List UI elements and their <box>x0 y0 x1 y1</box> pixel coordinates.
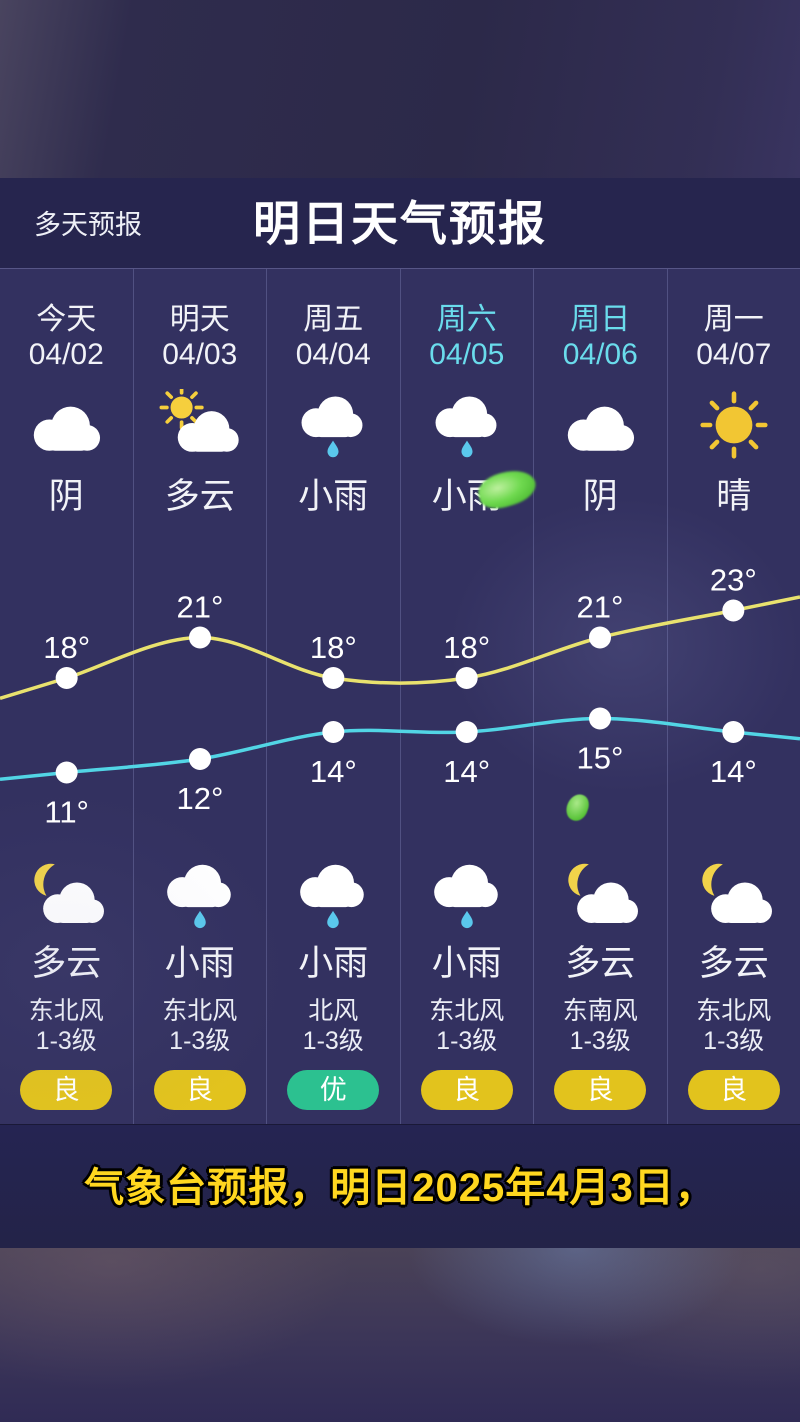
day-weather-icon-slot <box>134 374 267 476</box>
day-weather-icon-slot <box>534 374 667 476</box>
forecast-day-column[interactable]: 周日 04/06 阴 多云 东南风 1-3级 良 <box>534 269 668 1124</box>
aqi-badge: 良 <box>420 1070 513 1110</box>
page-title: 明日天气预报 <box>253 197 547 250</box>
light-rain-icon <box>433 864 498 928</box>
chart-spacer <box>0 520 133 846</box>
light-rain-icon <box>301 396 363 458</box>
night-condition-label: 小雨 <box>431 944 502 983</box>
subtitle-band: 气象台预报，明日2025年4月3日， <box>0 1125 800 1248</box>
day-name-label: 明天 <box>169 303 230 336</box>
day-name-label: 周五 <box>303 303 364 336</box>
day-name-label: 周一 <box>703 303 764 336</box>
forecast-day-column[interactable]: 明天 04/03 多云 小雨 东北风 1-3级 良 <box>134 269 267 1124</box>
day-name-label: 周日 <box>570 303 631 336</box>
wind-level-label: 1-3级 <box>569 1027 631 1055</box>
day-condition-label: 阴 <box>48 477 84 516</box>
forecast-day-column[interactable]: 周一 04/07 晴 多云 东北风 1-3级 良 <box>668 269 800 1124</box>
forecast-day-column[interactable]: 今天 04/02 阴 多云 东北风 1-3级 良 <box>0 269 134 1124</box>
wind-direction-label: 北风 <box>308 997 359 1025</box>
day-date-label: 04/02 <box>28 338 104 371</box>
night-condition-label: 多云 <box>565 944 636 983</box>
wind-direction-label: 东北风 <box>429 997 505 1025</box>
wind-level-label: 1-3级 <box>169 1027 231 1055</box>
wind-direction-label: 东北风 <box>696 997 772 1025</box>
wind-level-label: 1-3级 <box>35 1027 97 1055</box>
cloudy-night-icon <box>702 863 772 923</box>
day-condition-label: 晴 <box>716 477 752 516</box>
night-weather-icon-slot <box>0 846 133 942</box>
forecast-day-column[interactable]: 周五 04/04 小雨 小雨 北风 1-3级 优 <box>267 269 401 1124</box>
wind-direction-label: 东北风 <box>28 997 104 1025</box>
night-condition-label: 小雨 <box>164 944 235 983</box>
cloudy-night-icon <box>568 863 639 923</box>
aqi-badge: 良 <box>687 1070 780 1110</box>
day-date-label: 04/07 <box>696 338 772 371</box>
header-bar: 多天预报 明日天气预报 <box>0 178 800 269</box>
cloudy-day-icon <box>159 389 239 452</box>
wind-level-label: 1-3级 <box>436 1027 498 1055</box>
day-condition-label: 多云 <box>164 477 235 516</box>
light-rain-icon <box>166 864 231 928</box>
sunny-icon <box>700 391 768 459</box>
forecast-panel: 今天 04/02 阴 多云 东北风 1-3级 良 明天 04/03 多云 小雨 … <box>0 268 800 1125</box>
video-background-top <box>0 0 800 178</box>
caption-text: 气象台预报，明日2025年4月3日， <box>84 1166 716 1210</box>
day-weather-icon-slot <box>0 374 133 476</box>
night-weather-icon-slot <box>668 846 800 942</box>
aqi-badge: 良 <box>153 1070 246 1110</box>
night-condition-label: 多云 <box>698 944 769 983</box>
overcast-icon <box>568 406 635 451</box>
night-weather-icon-slot <box>534 846 667 942</box>
light-rain-icon <box>300 864 365 928</box>
wind-direction-label: 东南风 <box>562 997 638 1025</box>
day-name-label: 今天 <box>36 303 97 336</box>
day-weather-icon-slot <box>668 374 800 476</box>
forecast-day-column[interactable]: 周六 04/05 小雨 小雨 东北风 1-3级 良 <box>401 269 534 1124</box>
chart-spacer <box>267 520 400 846</box>
aqi-badge: 良 <box>20 1070 113 1110</box>
wind-level-label: 1-3级 <box>703 1027 765 1055</box>
day-condition-label: 阴 <box>582 477 618 516</box>
day-date-label: 04/03 <box>162 338 238 371</box>
night-weather-icon-slot <box>134 846 267 942</box>
overcast-icon <box>34 406 101 451</box>
chart-spacer <box>134 520 267 846</box>
day-date-label: 04/05 <box>429 338 505 371</box>
chart-spacer <box>534 520 667 846</box>
day-weather-icon-slot <box>401 374 534 476</box>
forecast-columns: 今天 04/02 阴 多云 东北风 1-3级 良 明天 04/03 多云 小雨 … <box>0 269 800 1124</box>
day-weather-icon-slot <box>267 374 400 476</box>
section-tab-multiday[interactable]: 多天预报 <box>34 210 142 240</box>
wind-direction-label: 东北风 <box>162 997 238 1025</box>
video-background-bottom <box>0 1248 800 1422</box>
day-condition-label: 小雨 <box>298 477 369 516</box>
aqi-badge: 良 <box>554 1070 647 1110</box>
day-date-label: 04/04 <box>295 338 371 371</box>
night-condition-label: 多云 <box>31 944 102 983</box>
aqi-badge: 优 <box>287 1070 380 1110</box>
night-condition-label: 小雨 <box>298 944 369 983</box>
day-date-label: 04/06 <box>562 338 638 371</box>
night-weather-icon-slot <box>401 846 534 942</box>
day-name-label: 周六 <box>436 303 497 336</box>
wind-level-label: 1-3级 <box>302 1027 364 1055</box>
chart-spacer <box>668 520 800 846</box>
night-weather-icon-slot <box>267 846 400 942</box>
light-rain-icon <box>435 396 497 458</box>
cloudy-night-icon <box>34 863 105 923</box>
chart-spacer <box>401 520 534 846</box>
